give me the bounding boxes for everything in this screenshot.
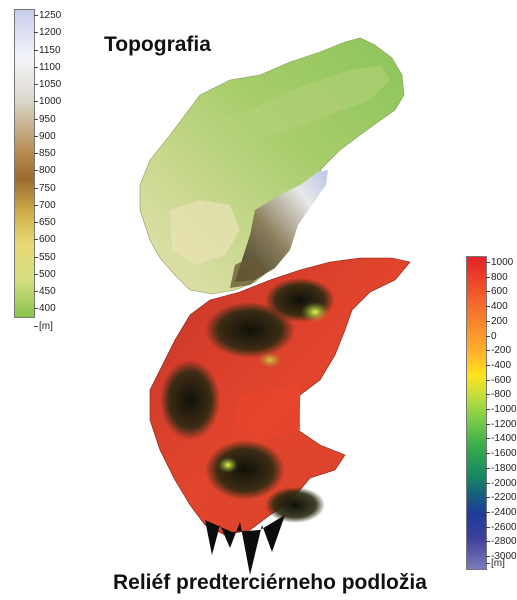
map-title-relief: Reliéf predterciérneho podložia — [113, 571, 427, 594]
legend-relief-tick-label: -2800 — [486, 536, 517, 548]
legend-topography-tick-label: 550 — [34, 251, 56, 263]
legend-relief-tick-label: 600 — [486, 286, 508, 298]
legend-topography-tick-label: 1150 — [34, 44, 61, 56]
legend-topography-tick-label: 600 — [34, 234, 56, 246]
legend-relief-tick-label: -2200 — [486, 492, 517, 504]
legend-topography-tick-label: 400 — [34, 303, 56, 315]
legend-relief-tick-label: 800 — [486, 271, 508, 283]
legend-relief-tick-label: -1000 — [486, 404, 517, 415]
legend-topography-tick-label: 1200 — [33, 27, 62, 39]
legend-topography-unit: [m] — [34, 321, 53, 332]
legend-relief-tick-label: -2600 — [486, 521, 517, 533]
legend-topography-tick-label: 500 — [34, 268, 56, 280]
legend-relief-tick-label: 200 — [486, 315, 508, 327]
map-title-topography: Topografia — [104, 33, 211, 56]
legend-relief-tick-label: -1400 — [486, 433, 517, 445]
legend-topography-colorbar — [14, 9, 35, 318]
legend-relief-tick-label: -1600 — [486, 448, 517, 460]
legend-relief-tick-label: -1800 — [486, 462, 517, 474]
legend-relief-tick-label: -800 — [485, 389, 512, 401]
legend-relief-colorbar — [466, 256, 487, 570]
legend-topography-tick-label: 450 — [34, 286, 56, 297]
legend-relief-tick-label: -400 — [485, 359, 512, 371]
legend-topography-tick-label: 950 — [34, 113, 56, 125]
legend-relief-tick-label: -600 — [485, 374, 512, 386]
legend-topography-tick-label: 1050 — [33, 79, 62, 90]
legend-topography-tick-label: 1000 — [33, 96, 62, 108]
legend-topography-tick-label: 1250 — [33, 10, 62, 21]
legend-relief-tick-label: -2000 — [486, 477, 517, 489]
legend-relief-tick-label: 1000 — [485, 257, 514, 268]
legend-relief-tick-label: 400 — [486, 301, 508, 313]
legend-relief-tick-label: -2400 — [486, 506, 517, 518]
legend-topography-tick-label: 1100 — [34, 61, 61, 73]
legend-topography-tick-label: 750 — [34, 182, 56, 194]
legend-topography-tick-label: 850 — [34, 148, 56, 159]
legend-topography-tick-label: 700 — [34, 199, 56, 211]
legend-topography-tick-label: 800 — [34, 165, 56, 177]
relief-surface — [149, 257, 411, 575]
legend-topography-tick-label: 650 — [34, 217, 56, 228]
legend-topography-tick-label: 900 — [34, 130, 56, 142]
legend-relief-tick-label: 0 — [486, 330, 497, 342]
legend-relief-unit: [m] — [486, 558, 505, 569]
legend-relief-tick-label: -3000 — [486, 551, 517, 562]
topography-surface — [139, 37, 405, 295]
legend-relief-tick-label: -200 — [485, 345, 512, 357]
legend-relief-tick-label: -1200 — [486, 418, 517, 430]
